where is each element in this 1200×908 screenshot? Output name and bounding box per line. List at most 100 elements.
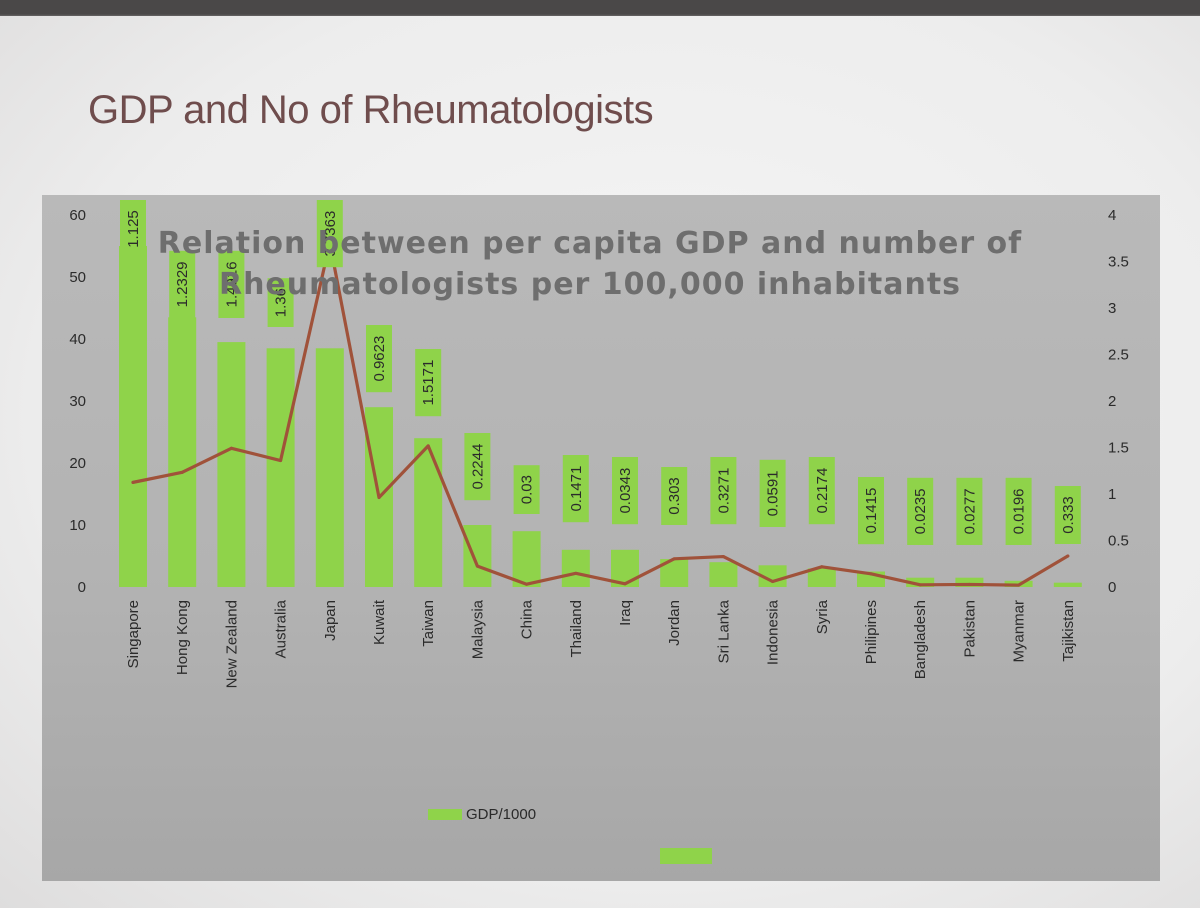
right-tick-label: 1.5 — [1108, 440, 1129, 457]
legend-label: GDP/1000 — [466, 806, 537, 823]
line-point — [377, 496, 381, 500]
category-label: Tajikistan — [1060, 600, 1077, 662]
left-tick-label: 10 — [69, 517, 86, 534]
bar — [709, 562, 738, 587]
category-label: Japan — [322, 600, 339, 641]
line-point — [967, 582, 971, 586]
bar — [561, 549, 590, 587]
value-label-box — [513, 465, 540, 514]
line-series — [131, 241, 1070, 587]
chart-title: Relation between per capita GDP and numb… — [130, 223, 1050, 305]
value-label: 0.0343 — [617, 468, 634, 514]
value-label-box — [415, 349, 442, 417]
left-tick-label: 40 — [69, 331, 86, 348]
bar — [315, 348, 344, 587]
category-label: Myanmar — [1011, 600, 1028, 663]
value-label: 0.333 — [1060, 496, 1077, 534]
line-point — [623, 582, 627, 586]
category-label: Syria — [814, 599, 831, 634]
right-tick-label: 2.5 — [1108, 347, 1129, 364]
line-point — [525, 582, 529, 586]
value-label-box — [267, 278, 294, 327]
line-point — [574, 571, 578, 575]
value-label-box — [759, 459, 786, 527]
value-label-box — [1005, 477, 1032, 545]
bar — [955, 577, 984, 587]
category-label: Jordan — [666, 600, 683, 646]
right-tick-label: 3.5 — [1108, 254, 1129, 271]
left-axis: 0 10 20 30 40 50 60 — [69, 207, 86, 596]
value-label-box — [464, 433, 491, 501]
chart-title-line-1: Relation between per capita GDP and numb… — [157, 226, 1023, 261]
value-label: 1.125 — [125, 210, 142, 248]
value-label: 1.36 — [273, 288, 290, 317]
left-tick-label: 50 — [69, 269, 86, 286]
value-label: 0.3271 — [715, 468, 732, 514]
line-point — [426, 444, 430, 448]
right-tick-label: 3 — [1108, 300, 1116, 317]
legend-swatch — [428, 809, 462, 820]
category-label: Philipines — [863, 600, 880, 664]
value-label-box — [808, 457, 835, 525]
line-point — [918, 583, 922, 587]
category-label: New Zealand — [223, 600, 240, 688]
value-label: 1.5171 — [420, 360, 437, 406]
value-label: 0.1471 — [568, 466, 585, 512]
right-tick-label: 4 — [1108, 207, 1116, 224]
category-label: Thailand — [568, 600, 585, 658]
value-label: 0.2174 — [814, 468, 831, 514]
right-tick-label: 0.5 — [1108, 533, 1129, 550]
legend: GDP/1000 — [428, 806, 536, 823]
chart-title-line-2: Rheumatologists per 100,000 inhabitants — [218, 267, 962, 302]
value-label: 0.9623 — [371, 336, 388, 382]
value-label-box — [366, 325, 392, 393]
left-tick-label: 20 — [69, 455, 86, 472]
value-label: 0.1415 — [863, 488, 880, 534]
value-label: 0.0196 — [1011, 488, 1028, 534]
value-label: 3.7363 — [322, 211, 339, 257]
category-label: Hong Kong — [174, 600, 191, 675]
category-label: Australia — [273, 599, 290, 658]
value-label: 1.2329 — [174, 261, 191, 307]
category-label: Indonesia — [765, 599, 782, 665]
value-label-box — [858, 477, 884, 545]
bar-series — [119, 246, 1082, 587]
bar — [414, 438, 443, 587]
line-point — [475, 564, 479, 568]
category-label: Pakistan — [961, 600, 978, 658]
bar — [906, 577, 935, 587]
category-label: Bangladesh — [912, 600, 929, 679]
bar — [758, 565, 787, 587]
value-label: 0.0591 — [765, 470, 782, 516]
value-label: 0.03 — [519, 475, 536, 504]
value-label-box — [956, 477, 983, 545]
value-label-box — [562, 455, 589, 523]
left-tick-label: 30 — [69, 393, 86, 410]
bar — [512, 531, 541, 587]
category-label: Malaysia — [469, 599, 486, 659]
line-point — [279, 459, 283, 463]
bar — [463, 525, 492, 587]
right-tick-label: 1 — [1108, 486, 1116, 503]
value-label: 0.303 — [666, 477, 683, 515]
line-point — [771, 580, 775, 584]
value-label-box — [316, 200, 343, 268]
value-label-box — [1054, 486, 1081, 544]
category-label: Singapore — [125, 600, 142, 668]
line-point — [180, 470, 184, 474]
left-tick-label: 60 — [69, 207, 86, 224]
bar — [119, 246, 147, 587]
category-label: China — [519, 599, 536, 639]
value-label-box — [661, 467, 688, 525]
value-label-box — [169, 250, 196, 318]
bar — [266, 348, 295, 587]
value-label: 1.4916 — [223, 261, 240, 307]
category-label: Sri Lanka — [715, 599, 732, 663]
bar — [168, 317, 197, 587]
right-tick-label: 2 — [1108, 393, 1116, 410]
bar — [1053, 582, 1082, 587]
value-labels: 1.125 1.2329 1.4916 1.36 3.7363 0.9623 1.5171 0… — [120, 200, 1081, 545]
category-label: Kuwait — [371, 599, 388, 645]
line-point — [721, 555, 725, 559]
line-point — [1066, 554, 1070, 558]
